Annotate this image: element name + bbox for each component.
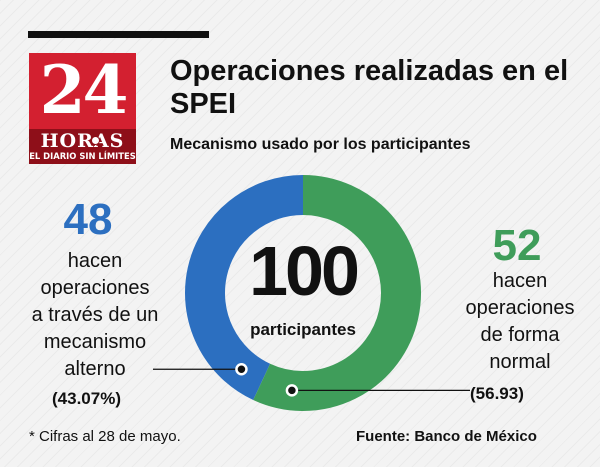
donut-slice-alterno bbox=[185, 175, 304, 400]
total-value: 100 bbox=[249, 232, 360, 310]
total-label: participantes bbox=[250, 320, 356, 339]
description-normal-line: de forma bbox=[480, 324, 560, 346]
clock-icon bbox=[91, 136, 100, 145]
description-alterno-line: mecanismo bbox=[43, 331, 147, 353]
description-alterno-line: alterno bbox=[64, 358, 126, 380]
description-normal-line: operaciones bbox=[465, 297, 575, 319]
count-alterno: 48 bbox=[63, 195, 113, 244]
description-normal-line: hacen bbox=[492, 270, 548, 292]
percent-alterno: (43.07%) bbox=[52, 389, 121, 408]
logo-word: HORAS bbox=[40, 130, 125, 152]
leader-dot-normal bbox=[285, 384, 299, 397]
chart-title: Operaciones realizadas en el SPEI bbox=[170, 55, 569, 120]
logo: 24 HORAS EL DIARIO SIN LÍMITES bbox=[29, 53, 136, 164]
description-alterno: hacen operaciones a través de un mecanis… bbox=[15, 248, 175, 383]
footnote: * Cifras al 28 de mayo. bbox=[29, 428, 181, 445]
logo-tagline: EL DIARIO SIN LÍMITES bbox=[29, 151, 136, 161]
count-normal: 52 bbox=[492, 221, 542, 270]
description-alterno-line: hacen bbox=[67, 250, 123, 272]
description-normal: hacen operaciones de forma normal bbox=[440, 268, 600, 376]
logo-band bbox=[29, 129, 136, 164]
chart-subtitle: Mecanismo usado por los participantes bbox=[170, 136, 471, 153]
percent-normal: (56.93) bbox=[470, 384, 524, 403]
leader-dot-alterno bbox=[235, 363, 248, 376]
description-normal-line: normal bbox=[489, 351, 551, 373]
top-rule bbox=[28, 31, 209, 38]
description-alterno-line: a través de un bbox=[31, 304, 159, 326]
source: Fuente: Banco de México bbox=[356, 428, 537, 445]
logo-number: 24 bbox=[39, 53, 129, 129]
description-alterno-line: operaciones bbox=[40, 277, 150, 299]
